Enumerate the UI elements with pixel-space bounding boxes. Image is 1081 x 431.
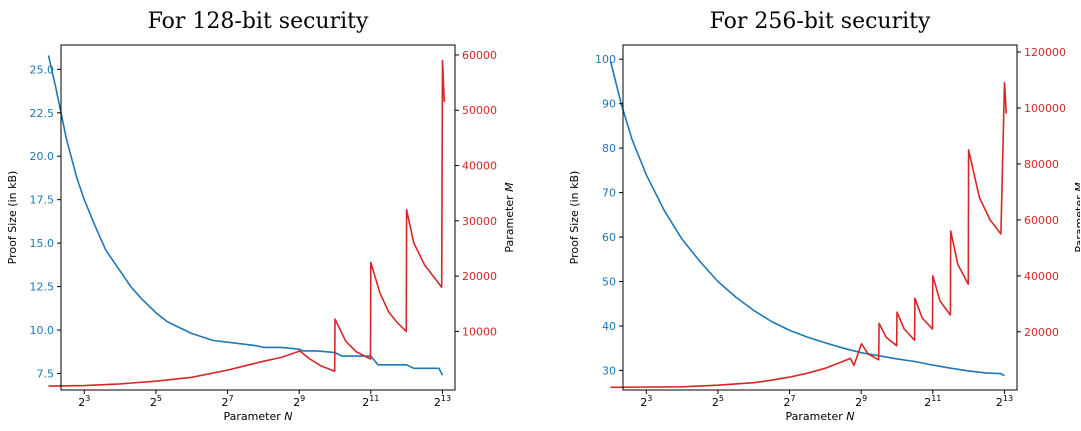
- proof-size-line: [609, 60, 1005, 377]
- y-left-tick-label: 25.0: [30, 63, 55, 76]
- parameter-m-line: [610, 82, 1008, 389]
- y-right-tick-label: 40000: [1024, 270, 1059, 283]
- y-right-tick-label: 60000: [462, 49, 497, 62]
- x-tick-label: 23: [640, 394, 652, 409]
- y-left-tick-label: 40: [602, 320, 616, 333]
- chart-title: For 256-bit security: [710, 9, 931, 34]
- chart-256-bit-svg: For 256-bit security 23 25 27 29 211 213 Parame…: [568, 9, 1081, 423]
- y-left-tick-label: 15.0: [30, 237, 55, 250]
- y-right-tick-label: 60000: [1024, 214, 1059, 227]
- y-left-tick-label: 100: [595, 53, 616, 66]
- y-left-tick-label: 10.0: [30, 324, 55, 337]
- y-left-tick-label: 7.5: [37, 367, 55, 380]
- chart-128-bit-svg: For 128-bit security 23 25 27 29 211 213 Parame…: [6, 9, 516, 423]
- y-right-tick-label: 120000: [1024, 46, 1066, 59]
- y-right-tick-label: 20000: [462, 270, 497, 283]
- chart-256-bit: For 256-bit security 23 25 27 29 211 213 Parame…: [540, 0, 1081, 426]
- x-tick-label: 29: [855, 394, 867, 409]
- plot-frame: [60, 44, 456, 391]
- chart-128-bit: For 128-bit security 23 25 27 29 211 213 Parame…: [0, 0, 540, 426]
- y-right-axis-label: Parameter M: [503, 182, 516, 253]
- x-axis-label: Parameter N: [786, 410, 855, 423]
- y-right-tick-label: 10000: [462, 325, 497, 338]
- y-left-tick-label: 60: [602, 231, 616, 244]
- x-tick-label: 213: [996, 394, 1013, 409]
- y-left-tick-label: 20.0: [30, 150, 55, 163]
- x-tick-label: 23: [78, 394, 90, 409]
- y-left-axis-label: Proof Size (in kB): [6, 171, 19, 265]
- chart-title: For 128-bit security: [148, 9, 369, 34]
- x-tick-label: 27: [784, 394, 796, 409]
- y-right-tick-label: 80000: [1024, 158, 1059, 171]
- y-left-tick-label: 17.5: [30, 194, 55, 207]
- x-tick-label: 211: [362, 394, 379, 409]
- y-right-tick-label: 40000: [462, 160, 497, 173]
- y-left-tick-label: 30: [602, 364, 616, 377]
- y-right-tick-label: 50000: [462, 104, 497, 117]
- y-left-tick-label: 80: [602, 142, 616, 155]
- y-left-tick-label: 12.5: [30, 281, 55, 294]
- proof-size-line: [47, 55, 444, 376]
- x-tick-label: 25: [712, 394, 724, 409]
- x-tick-label: 27: [222, 394, 234, 409]
- y-left-tick-label: 90: [602, 98, 616, 111]
- y-left-axis-label: Proof Size (in kB): [568, 171, 581, 265]
- x-tick-label: 211: [924, 394, 941, 409]
- y-left-tick-label: 70: [602, 187, 616, 200]
- y-right-axis-label: Parameter M: [1073, 182, 1080, 253]
- x-axis-label: Parameter N: [224, 410, 293, 423]
- plot-frame: [622, 44, 1018, 391]
- y-left-tick-label: 50: [602, 276, 616, 289]
- x-tick-label: 25: [150, 394, 162, 409]
- y-left-tick-label: 22.5: [30, 107, 55, 120]
- y-right-tick-label: 20000: [1024, 326, 1059, 339]
- y-right-tick-label: 100000: [1024, 102, 1066, 115]
- parameter-m-line: [48, 59, 446, 387]
- y-right-tick-label: 30000: [462, 215, 497, 228]
- x-tick-label: 29: [293, 394, 305, 409]
- x-tick-label: 213: [434, 394, 451, 409]
